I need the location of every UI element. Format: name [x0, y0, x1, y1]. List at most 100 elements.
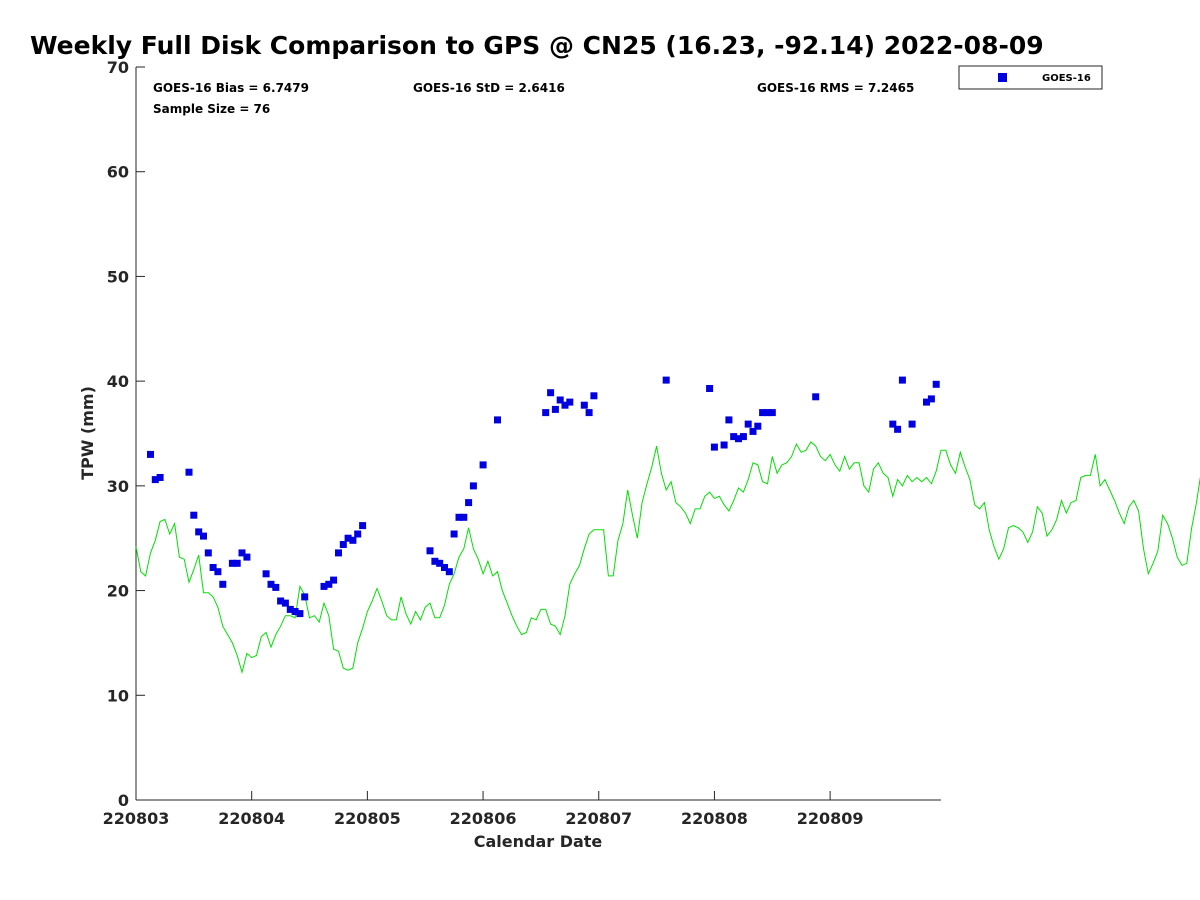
goes16-point	[744, 420, 752, 428]
chart-title: Weekly Full Disk Comparison to GPS @ CN2…	[30, 31, 1044, 60]
goes16-point	[156, 474, 164, 481]
goes16-point	[706, 385, 714, 392]
goes16-point	[561, 401, 569, 409]
y-tick-label: 10	[107, 686, 129, 705]
goes16-point	[320, 582, 328, 590]
goes16-point	[764, 409, 771, 417]
goes16-point	[768, 409, 776, 417]
goes16-point	[465, 499, 473, 507]
goes16-point	[469, 482, 477, 490]
goes16-point	[359, 522, 367, 530]
goes16-point	[281, 599, 289, 607]
goes16-point	[354, 530, 362, 538]
legend: GOES-16	[958, 65, 1103, 90]
goes16-point	[759, 409, 767, 417]
x-ticks: 220803 220804 220805 220806 220807 220808 2208…	[103, 791, 864, 828]
goes16-point	[441, 564, 448, 571]
goes16-point	[932, 380, 940, 388]
goes16-point	[325, 580, 333, 588]
goes16-point	[238, 549, 246, 557]
goes16-point	[547, 389, 555, 397]
goes16-point	[301, 593, 309, 601]
goes16-point	[460, 513, 468, 521]
goes16-point	[272, 583, 280, 591]
goes16-point	[730, 433, 738, 441]
gps-tpw-line	[135, 441, 1200, 675]
axes	[135, 67, 941, 801]
goes16-point	[898, 376, 906, 384]
goes16-point	[710, 443, 718, 451]
goes16-point	[494, 416, 501, 424]
goes16-point	[147, 450, 154, 458]
goes16-point	[894, 425, 902, 433]
goes16-point	[151, 476, 159, 484]
goes16-point	[277, 597, 285, 605]
goes16-point	[585, 409, 593, 417]
goes16-point	[556, 396, 564, 404]
goes16-point	[662, 376, 670, 384]
goes16-point	[542, 409, 550, 417]
x-tick-label: 220804	[218, 809, 285, 828]
goes16-point	[889, 420, 897, 428]
goes16-point	[335, 549, 342, 557]
y-tick-label: 20	[107, 582, 129, 601]
goes16-point	[551, 405, 559, 413]
x-axis-label: Calendar Date	[474, 832, 603, 851]
x-tick-label: 220805	[334, 809, 401, 828]
goes16-point	[185, 468, 193, 476]
legend-box	[958, 65, 1103, 90]
goes16-point	[725, 416, 733, 424]
x-tick-label: 220803	[103, 809, 170, 828]
goes16-point	[209, 564, 217, 571]
goes16-point	[739, 433, 747, 441]
goes16-point	[749, 427, 757, 435]
goes16-point	[450, 530, 458, 538]
legend-label-goes16: GOES-16	[1042, 73, 1091, 84]
goes16-point	[339, 541, 347, 548]
goes16-point	[923, 398, 930, 406]
goes16-point	[195, 528, 203, 536]
x-tick-label: 220809	[797, 809, 864, 828]
goes16-point	[330, 576, 338, 584]
x-tick-label: 220808	[681, 809, 748, 828]
stats-annotations: GOES-16 Bias = 6.7479 GOES-16 StD = 2.64…	[153, 81, 914, 116]
goes16-point	[233, 559, 241, 567]
goes16-point	[349, 536, 357, 544]
goes16-point	[219, 580, 227, 588]
plot-area	[135, 376, 1200, 675]
goes16-point	[436, 559, 444, 567]
goes16-point	[812, 393, 820, 401]
goes16-point	[735, 435, 742, 443]
y-tick-label: 40	[107, 372, 129, 391]
goes16-point	[431, 557, 439, 565]
goes16-point	[455, 513, 463, 521]
goes16-point	[344, 534, 352, 542]
goes16-point	[908, 420, 916, 428]
goes16-point	[590, 392, 598, 400]
goes16-point	[291, 608, 299, 615]
goes16-point	[204, 549, 212, 557]
goes16-point	[228, 559, 236, 567]
rms-annotation: GOES-16 RMS = 7.2465	[757, 81, 914, 95]
goes16-point	[214, 568, 222, 576]
goes16-point	[286, 605, 294, 613]
goes16-point	[445, 568, 453, 576]
goes16-point	[479, 461, 487, 469]
bias-annotation: GOES-16 Bias = 6.7479	[153, 81, 309, 95]
y-tick-label: 30	[107, 477, 129, 496]
y-axis-label: TPW (mm)	[78, 386, 97, 480]
x-tick-label: 220806	[450, 809, 517, 828]
std-annotation: GOES-16 StD = 2.6416	[413, 81, 565, 95]
goes16-point	[262, 570, 270, 578]
x-tick-label: 220807	[565, 809, 632, 828]
goes16-point	[426, 547, 434, 555]
legend-marker-goes16	[998, 73, 1007, 82]
goes16-point	[754, 422, 762, 430]
sample-size-annotation: Sample Size = 76	[153, 102, 270, 116]
y-tick-label: 70	[107, 58, 129, 77]
y-tick-label: 50	[107, 267, 129, 286]
y-tick-label: 0	[118, 791, 129, 810]
goes16-point	[927, 395, 935, 403]
